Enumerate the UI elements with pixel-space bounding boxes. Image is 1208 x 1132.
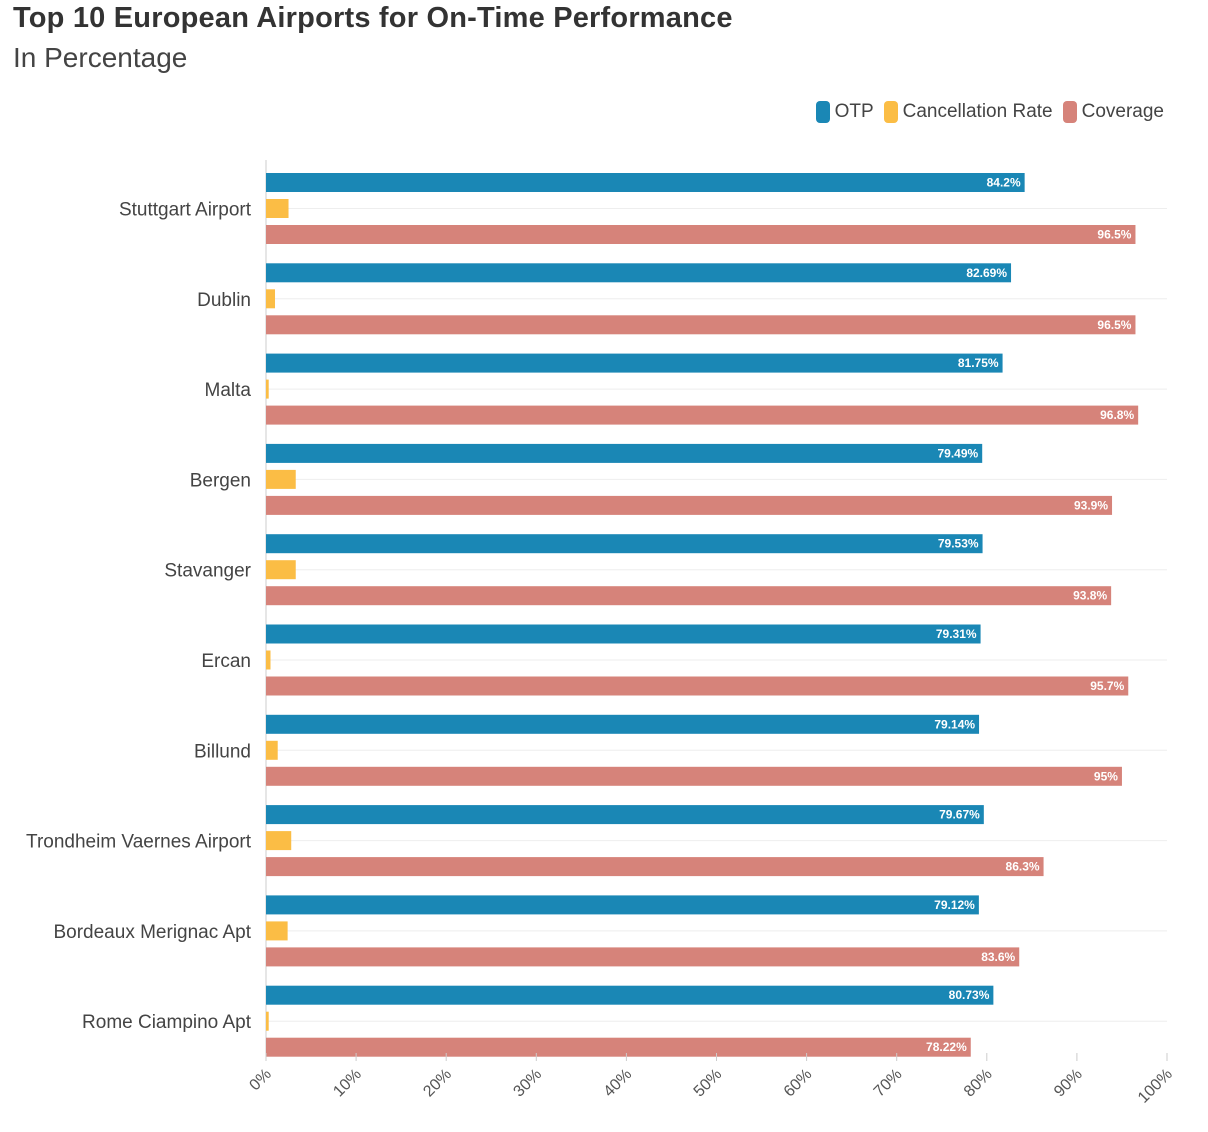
data-label-coverage-dublin: 96.5% [1097,318,1131,332]
category-label-billund: Billund [194,741,251,762]
data-label-coverage-bordeaux-merignac-apt: 83.6% [981,950,1015,964]
legend-label-cancellation-rate: Cancellation Rate [902,101,1053,122]
bar-cancellation-rate-rome-ciampino-apt [266,1011,269,1031]
category-label-trondheim-vaernes-airport: Trondheim Vaernes Airport [26,832,252,853]
data-label-coverage-bergen: 93.9% [1074,498,1108,512]
data-label-coverage-rome-ciampino-apt: 78.22% [926,1040,967,1054]
x-tick-label-9: 90% [1051,1066,1086,1101]
data-label-coverage-ercan: 95.7% [1090,679,1124,693]
category-label-bergen: Bergen [190,470,251,491]
data-label-otp-bergen: 79.49% [938,446,979,460]
bar-cancellation-rate-stuttgart-airport [266,199,289,218]
data-label-coverage-stuttgart-airport: 96.5% [1097,228,1131,242]
data-label-coverage-malta: 96.8% [1100,408,1134,422]
bar-otp-stuttgart-airport [266,173,1025,192]
data-label-otp-rome-ciampino-apt: 80.73% [949,988,990,1002]
bar-otp-rome-ciampino-apt [266,985,994,1005]
bar-otp-trondheim-vaernes-airport [266,805,984,825]
bar-cancellation-rate-ercan [266,650,271,670]
data-label-otp-trondheim-vaernes-airport: 79.67% [939,808,980,822]
bar-coverage-billund [266,766,1122,786]
data-label-otp-ercan: 79.31% [936,627,977,641]
legend-item-cancellation-rate[interactable]: Cancellation Rate [883,101,1053,123]
bar-coverage-bordeaux-merignac-apt [266,947,1020,967]
category-label-bordeaux-merignac-apt: Bordeaux Merignac Apt [53,922,251,943]
x-tick-label-3: 30% [510,1066,545,1101]
legend: OTP Cancellation Rate Coverage [806,101,1164,123]
data-label-otp-bordeaux-merignac-apt: 79.12% [934,898,975,912]
legend-label-otp: OTP [834,101,874,122]
legend-swatch-cancellation-rate [883,101,898,123]
bar-otp-dublin [266,263,1012,283]
category-label-ercan: Ercan [201,651,251,672]
x-tick-label-8: 80% [961,1066,996,1101]
bar-cancellation-rate-billund [266,740,278,760]
x-tick-label-7: 70% [871,1066,906,1101]
bar-coverage-stavanger [266,586,1112,606]
x-tick-label-6: 60% [781,1066,816,1101]
bar-cancellation-rate-bordeaux-merignac-apt [266,921,288,941]
x-tick-label-10: 100% [1135,1066,1176,1107]
legend-swatch-coverage [1062,101,1077,123]
bar-otp-bergen [266,443,983,463]
data-label-coverage-trondheim-vaernes-airport: 86.3% [1006,860,1040,874]
category-label-rome-ciampino-apt: Rome Ciampino Apt [82,1012,252,1033]
bar-coverage-ercan [266,676,1129,696]
legend-label-coverage: Coverage [1081,101,1164,122]
bar-coverage-stuttgart-airport [266,225,1136,244]
bar-coverage-trondheim-vaernes-airport [266,857,1044,877]
category-label-stuttgart-airport: Stuttgart Airport [119,200,252,221]
data-label-otp-stuttgart-airport: 84.2% [987,176,1021,190]
data-label-otp-malta: 81.75% [958,356,999,370]
legend-item-coverage[interactable]: Coverage [1062,101,1164,123]
category-label-malta: Malta [205,380,252,401]
bar-otp-ercan [266,624,981,644]
bar-otp-stavanger [266,534,983,554]
x-tick-label-4: 40% [601,1066,636,1101]
bar-otp-billund [266,714,980,734]
bar-otp-malta [266,353,1003,373]
x-tick-label-2: 20% [420,1066,455,1101]
data-label-otp-stavanger: 79.53% [938,537,979,551]
chart-title: Top 10 European Airports for On-Time Per… [13,2,733,34]
bar-coverage-dublin [266,315,1136,335]
bar-cancellation-rate-stavanger [266,560,296,580]
x-tick-label-0: 0% [246,1066,274,1094]
x-tick-label-5: 50% [691,1066,726,1101]
data-label-coverage-stavanger: 93.8% [1073,589,1107,603]
bar-coverage-bergen [266,495,1113,515]
legend-swatch-otp [815,101,830,123]
bar-otp-bordeaux-merignac-apt [266,895,979,915]
category-label-dublin: Dublin [197,290,251,311]
category-label-stavanger: Stavanger [164,561,251,582]
bar-coverage-rome-ciampino-apt [266,1037,971,1057]
data-label-otp-billund: 79.14% [934,717,975,731]
bar-cancellation-rate-bergen [266,469,296,489]
bar-cancellation-rate-malta [266,379,269,399]
bar-cancellation-rate-trondheim-vaernes-airport [266,831,292,851]
chart-subtitle: In Percentage [13,42,188,73]
x-tick-label-1: 10% [330,1066,365,1101]
bar-cancellation-rate-dublin [266,289,276,309]
data-label-otp-dublin: 82.69% [966,266,1007,280]
legend-item-otp[interactable]: OTP [815,101,874,123]
data-label-coverage-billund: 95% [1094,769,1118,783]
bar-coverage-malta [266,405,1139,425]
